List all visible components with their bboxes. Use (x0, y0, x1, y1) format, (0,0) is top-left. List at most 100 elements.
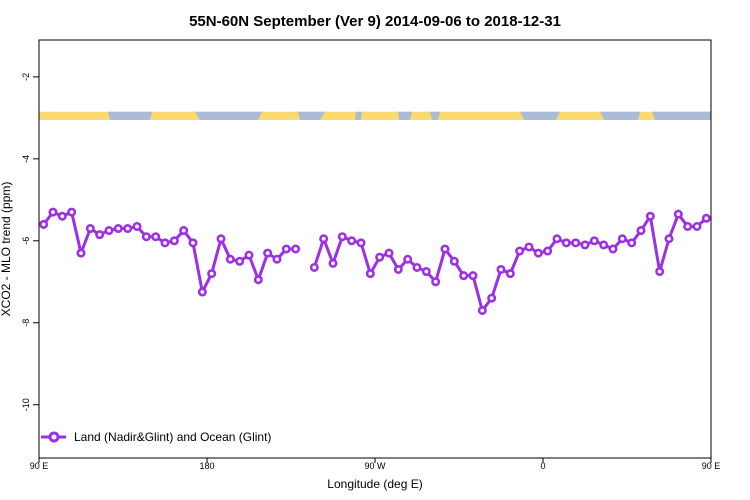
data-point (291, 244, 301, 254)
data-point (132, 221, 142, 231)
landmask-background (39, 111, 711, 120)
data-point (375, 252, 385, 262)
x-axis: 90 E 180 90 W 0 90 E (30, 458, 721, 471)
data-point (216, 234, 226, 244)
data-point (477, 305, 487, 315)
landmask-ocean-6 (520, 111, 560, 120)
data-point (645, 211, 655, 221)
landmask-ocean-1 (195, 111, 262, 120)
data-point (95, 230, 105, 240)
x-axis-title: Longitude (deg E) (327, 477, 422, 491)
landmask-ocean-7 (600, 111, 640, 120)
data-point (263, 248, 273, 258)
data-point (356, 238, 366, 248)
data-point (57, 211, 67, 221)
legend-label: Land (Nadir&Glint) and Ocean (Glint) (74, 430, 271, 444)
data-point (272, 254, 282, 264)
landmask-ocean-3 (355, 111, 362, 120)
data-point (393, 264, 403, 274)
data-point (571, 238, 581, 248)
data-point (244, 250, 254, 260)
data-point (403, 254, 413, 264)
data-point (179, 226, 189, 236)
data-point (627, 238, 637, 248)
legend-marker (48, 431, 60, 443)
landmask-ocean-0 (108, 111, 152, 120)
data-point (113, 224, 123, 234)
data-point (207, 269, 217, 279)
data-point (421, 267, 431, 277)
data-point (701, 213, 711, 223)
x-tick-label: 180 (199, 461, 214, 471)
data-point (496, 264, 506, 274)
data-point (515, 246, 525, 256)
data-point (197, 287, 207, 297)
chart-title: 55N-60N September (Ver 9) 2014-09-06 to … (189, 13, 561, 30)
data-point (337, 232, 347, 242)
data-point (141, 232, 151, 242)
y-tick-label: -4 (21, 155, 31, 163)
data-point (48, 207, 58, 217)
landmask-strip (39, 111, 711, 120)
data-point (655, 267, 665, 277)
data-point (617, 234, 627, 244)
data-point (431, 277, 441, 287)
data-point (543, 246, 553, 256)
y-tick-label: -10 (21, 398, 31, 411)
data-point (636, 226, 646, 236)
y-axis: -2 -4 -6 -8 -10 (21, 73, 39, 411)
data-point (169, 236, 179, 246)
data-point (459, 271, 469, 281)
data-point (188, 238, 198, 248)
data-point (253, 275, 263, 285)
data-point (104, 226, 114, 236)
data-point (608, 244, 618, 254)
data-point (39, 219, 49, 229)
data-point (225, 254, 235, 264)
x-tick-label: 90 E (702, 461, 721, 471)
plot-frame (38, 39, 712, 459)
data-point (76, 248, 86, 258)
data-point (281, 244, 291, 254)
data-point (67, 207, 77, 217)
data-point (533, 248, 543, 258)
data-point (347, 236, 357, 246)
data-point (580, 240, 590, 250)
data-point (384, 248, 394, 258)
data-point (160, 238, 170, 248)
data-point (365, 269, 375, 279)
data-point (673, 209, 683, 219)
x-tick-label: 90 W (364, 461, 386, 471)
landmask-ocean-5 (430, 111, 440, 120)
data-point (449, 256, 459, 266)
data-point (552, 234, 562, 244)
data-point (599, 240, 609, 250)
landmask-ocean-2 (298, 111, 325, 120)
data-point (468, 271, 478, 281)
data-point (487, 293, 497, 303)
data-point (309, 262, 319, 272)
data-point (561, 238, 571, 248)
data-point (440, 244, 450, 254)
data-point (683, 221, 693, 231)
y-tick-label: -8 (21, 319, 31, 327)
y-tick-label: -2 (21, 73, 31, 81)
landmask-ocean-4 (398, 111, 412, 120)
legend: Land (Nadir&Glint) and Ocean (Glint) (41, 430, 271, 444)
series-line (42, 210, 296, 294)
data-point (505, 269, 515, 279)
data-point (589, 236, 599, 246)
data-point (664, 234, 674, 244)
series-layer (39, 207, 711, 315)
data-point (692, 221, 702, 231)
data-point (524, 242, 534, 252)
data-point (328, 258, 338, 268)
data-point (151, 232, 161, 242)
data-point (412, 262, 422, 272)
data-point (319, 234, 329, 244)
data-point (123, 224, 133, 234)
landmask-ocean-8 (652, 111, 711, 120)
series-line (312, 212, 708, 312)
y-axis-title: XCO2 - MLO trend (ppm) (0, 182, 13, 317)
